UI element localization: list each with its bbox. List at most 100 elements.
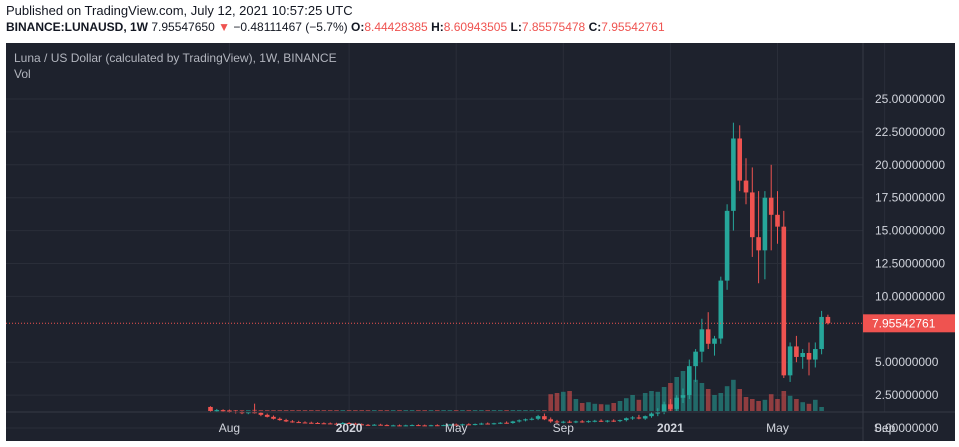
volume-bar bbox=[705, 389, 711, 411]
ohlc-line: BINANCE:LUNAUSD, 1W 7.95547650 ▼ −0.4811… bbox=[6, 20, 665, 34]
volume-bar bbox=[491, 410, 497, 411]
x-tick-label: 2021 bbox=[657, 421, 684, 435]
volume-bar bbox=[800, 402, 805, 411]
candle-body bbox=[705, 329, 711, 344]
open-value: 8.44428385 bbox=[364, 20, 428, 34]
candle-body bbox=[674, 397, 679, 409]
open-label: O: bbox=[350, 20, 365, 34]
last-price-value: 7.95547650 bbox=[151, 20, 215, 34]
candle-body bbox=[359, 424, 364, 426]
candle-body bbox=[504, 422, 509, 424]
volume-bar bbox=[416, 410, 421, 411]
candle-body bbox=[447, 424, 453, 426]
candle-body bbox=[579, 421, 585, 423]
y-tick-label: 0.00000000 bbox=[875, 421, 939, 435]
candle-body bbox=[756, 237, 761, 251]
candle-body bbox=[535, 416, 541, 419]
candle-body bbox=[315, 422, 320, 424]
volume-bar bbox=[775, 399, 780, 411]
volume-bar bbox=[283, 410, 289, 411]
down-arrow-icon: ▼ bbox=[218, 20, 230, 34]
low-label: L: bbox=[510, 20, 522, 34]
volume-bar bbox=[586, 402, 591, 411]
volume-bar bbox=[718, 393, 724, 411]
candle-body bbox=[649, 413, 654, 417]
volume-bar bbox=[390, 410, 396, 411]
candle-body bbox=[485, 423, 490, 425]
volume-bar bbox=[535, 410, 541, 411]
y-tick-label: 10.00000000 bbox=[875, 289, 945, 303]
volume-bar bbox=[668, 383, 673, 411]
candle-body bbox=[390, 425, 396, 427]
volume-bar bbox=[693, 379, 698, 411]
candle-body bbox=[561, 421, 566, 423]
x-tick-label: Sep bbox=[874, 421, 896, 435]
candle-body bbox=[409, 425, 415, 427]
volume-bar bbox=[762, 399, 768, 411]
volume-bar bbox=[579, 403, 585, 411]
published-line: Published on TradingView.com, July 12, 2… bbox=[6, 3, 353, 18]
candle-body bbox=[781, 226, 787, 376]
candle-body bbox=[277, 418, 283, 421]
x-tick-label: May bbox=[445, 421, 468, 435]
candle-body bbox=[441, 425, 446, 427]
candle-body bbox=[327, 423, 333, 425]
volume-bar bbox=[498, 410, 503, 411]
candle-body bbox=[750, 192, 755, 238]
y-tick-label: 22.50000000 bbox=[875, 125, 945, 139]
candle-body bbox=[624, 418, 629, 421]
volume-bar bbox=[573, 399, 579, 411]
volume-bar bbox=[321, 410, 327, 411]
chart-panel[interactable]: 25.00000000 22.50000000 20.00000000 17.5000… bbox=[6, 43, 955, 441]
x-tick-label: Aug bbox=[219, 421, 240, 435]
candle-body bbox=[416, 425, 421, 427]
volume-bar bbox=[605, 404, 610, 411]
candle-body bbox=[453, 424, 459, 426]
volume-bar bbox=[435, 410, 440, 411]
volume-bar bbox=[756, 401, 761, 411]
candle-body bbox=[246, 412, 251, 414]
volume-bar bbox=[554, 393, 560, 411]
symbol-label: BINANCE:LUNAUSD, 1W bbox=[6, 20, 148, 34]
volume-bar bbox=[504, 410, 509, 411]
close-value: 7.95542761 bbox=[601, 20, 665, 34]
candle-body bbox=[661, 404, 667, 412]
volume-bar bbox=[290, 410, 295, 411]
volume-bar bbox=[315, 410, 320, 411]
candle-body bbox=[800, 352, 805, 357]
candle-body bbox=[762, 197, 768, 251]
candle-body bbox=[283, 420, 289, 422]
candle-body bbox=[668, 404, 673, 409]
candle-body bbox=[321, 423, 327, 425]
volume-bar bbox=[699, 383, 705, 411]
volume-bar bbox=[548, 394, 553, 411]
volume-bar bbox=[674, 377, 679, 411]
volume-bar bbox=[768, 394, 774, 411]
candle-body bbox=[334, 423, 339, 425]
candle-body bbox=[806, 352, 812, 360]
candle-body bbox=[554, 421, 560, 423]
volume-bar bbox=[472, 410, 478, 411]
volume-bar bbox=[277, 410, 283, 411]
candle-body bbox=[510, 421, 516, 423]
candle-body bbox=[567, 421, 572, 423]
volume-bar bbox=[819, 407, 824, 411]
candle-body bbox=[529, 418, 535, 420]
candle-body bbox=[693, 351, 698, 367]
candle-body bbox=[372, 424, 377, 426]
candlestick-chart[interactable]: 25.00000000 22.50000000 20.00000000 17.5000… bbox=[6, 43, 955, 441]
candle-body bbox=[731, 138, 736, 211]
volume-bar bbox=[258, 410, 264, 411]
candle-body bbox=[466, 424, 472, 426]
x-tick-label: May bbox=[766, 421, 789, 435]
candle-body bbox=[340, 422, 346, 424]
volume-bar bbox=[510, 410, 516, 411]
volume-bar bbox=[403, 410, 409, 411]
candle-body bbox=[718, 280, 724, 339]
volume-bar bbox=[372, 410, 377, 411]
candle-body bbox=[296, 422, 301, 424]
close-label: C: bbox=[588, 20, 602, 34]
candle-body bbox=[636, 417, 642, 419]
candle-body bbox=[775, 214, 780, 227]
candle-body bbox=[491, 423, 497, 425]
